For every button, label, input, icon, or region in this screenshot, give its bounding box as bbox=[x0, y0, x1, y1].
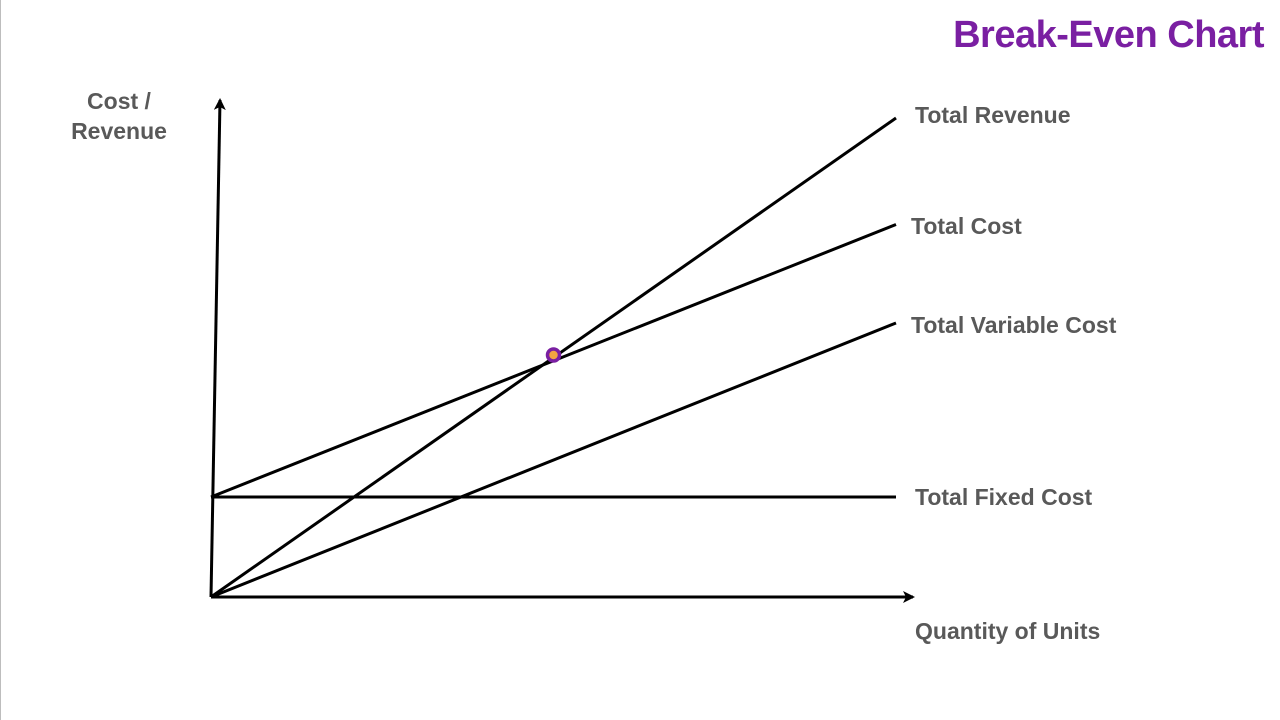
break-even-point-marker bbox=[545, 347, 562, 363]
annotation-layer bbox=[545, 347, 562, 363]
y-axis-label-line-1: Cost / bbox=[87, 88, 151, 114]
series-label-total-fixed-cost: Total Fixed Cost bbox=[915, 484, 1093, 510]
series-label-total-revenue: Total Revenue bbox=[915, 102, 1071, 128]
chart-title: Break-Even Chart bbox=[953, 14, 1264, 56]
series-label-total-cost: Total Cost bbox=[911, 213, 1022, 239]
x-axis-label: Quantity of Units bbox=[915, 618, 1101, 644]
series-label-total-variable-cost: Total Variable Cost bbox=[911, 312, 1117, 338]
y-axis bbox=[209, 98, 226, 598]
y-axis-label-line-2: Revenue bbox=[71, 118, 167, 144]
series-layer bbox=[210, 116, 897, 599]
y-axis-label: Cost / Revenue bbox=[61, 86, 177, 146]
series-line-total-variable-cost bbox=[210, 321, 897, 599]
